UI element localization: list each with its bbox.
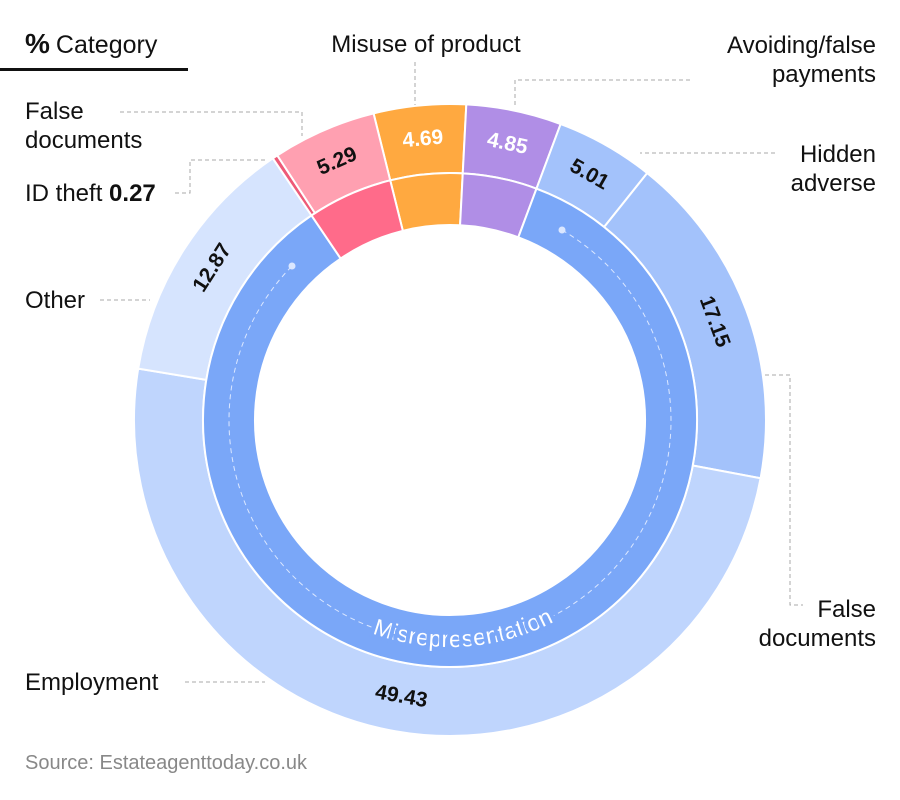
category-label: Other [25, 286, 85, 315]
category-name: Other [25, 287, 86, 314]
header-rule [0, 68, 188, 71]
leader-line [514, 79, 690, 108]
category-label: False documents [25, 97, 142, 155]
source: Source: Estateagenttoday.co.uk [25, 752, 308, 774]
category-name: False documents [758, 596, 876, 652]
guide-arc [228, 229, 672, 643]
header-title: Category [55, 31, 158, 59]
header-symbol: % [25, 28, 50, 59]
category-label: Misuse of product [276, 30, 576, 59]
category-name: Avoiding/false payments [727, 32, 876, 88]
header: % Category [25, 28, 157, 60]
category-name: Misuse of product [331, 31, 521, 58]
category-name: ID theft [25, 180, 103, 207]
leader-line [175, 159, 268, 194]
guide-dot [558, 226, 566, 234]
value-label: 0.27 [109, 180, 156, 207]
value-label: 4.69 [401, 125, 444, 152]
category-label: Employment [25, 668, 158, 697]
category-label: ID theft 0.27 [25, 179, 156, 208]
leader-line [120, 111, 303, 136]
inner-segment [202, 187, 698, 668]
category-label: False documents [759, 595, 876, 653]
leader-line [765, 374, 803, 606]
guide-dot [288, 262, 296, 270]
category-label: Avoiding/false payments [727, 31, 876, 89]
category-label: Hidden adverse [791, 140, 876, 198]
inner-segment [310, 179, 405, 260]
category-name: Employment [25, 669, 159, 696]
category-name: False documents [25, 98, 143, 154]
category-name: Hidden adverse [790, 141, 876, 197]
